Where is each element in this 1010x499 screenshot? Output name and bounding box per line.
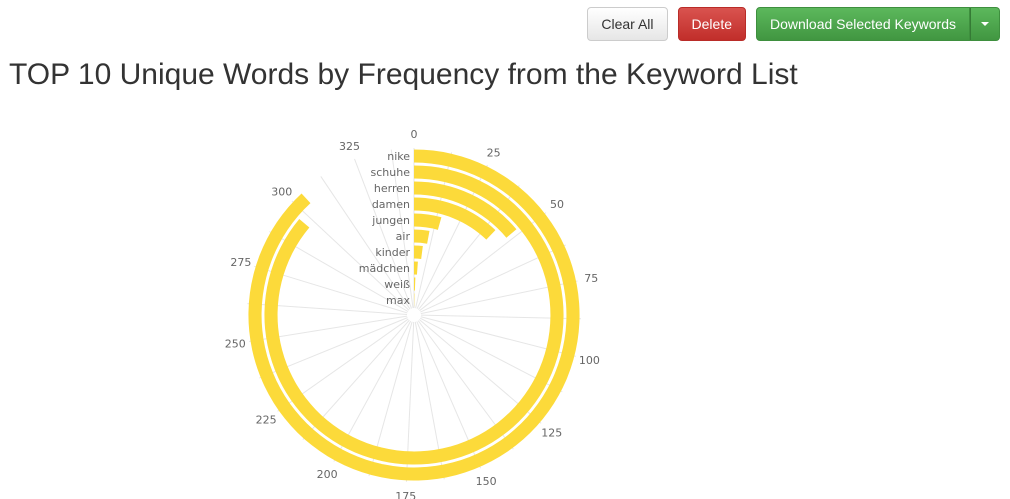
angular-tick-labels: 0 25 50 75 100 125 150 175 200 225 250 275 300 325 <box>225 128 600 499</box>
tick-label: 300 <box>271 185 292 198</box>
tick-label: 50 <box>550 198 564 211</box>
page-title: TOP 10 Unique Words by Frequency from th… <box>9 58 798 91</box>
download-dropdown-toggle[interactable] <box>970 7 1000 41</box>
category-label: schuhe <box>371 166 411 179</box>
toolbar: Clear All Delete Download Selected Keywo… <box>587 7 1000 41</box>
tick-label: 100 <box>579 354 600 367</box>
category-label: kinder <box>375 246 410 259</box>
bar-air[interactable] <box>414 229 430 244</box>
category-label: max <box>386 294 410 307</box>
download-button-group: Download Selected Keywords <box>756 7 1000 41</box>
clear-all-button[interactable]: Clear All <box>587 7 668 41</box>
category-label: mädchen <box>359 262 410 275</box>
tick-label: 75 <box>584 272 598 285</box>
tick-label: 25 <box>487 146 501 159</box>
bar-mädchen[interactable] <box>414 261 418 275</box>
category-label: nike <box>387 150 410 163</box>
grid-spoke <box>354 158 412 309</box>
category-label: weiß <box>384 278 410 291</box>
tick-label: 325 <box>339 140 360 153</box>
category-label: herren <box>374 182 410 195</box>
tick-label: 0 <box>411 128 418 141</box>
category-label: air <box>396 230 411 243</box>
category-label: jungen <box>371 214 410 227</box>
delete-button[interactable]: Delete <box>677 7 746 41</box>
tick-label: 125 <box>541 426 562 439</box>
tick-label: 225 <box>256 413 277 426</box>
category-labels: nike schuhe herren damen jungen air kinder mädc… <box>359 150 411 307</box>
grid-spoke <box>320 176 411 310</box>
download-selected-keywords-button[interactable]: Download Selected Keywords <box>756 7 970 41</box>
bar-herren[interactable] <box>414 181 517 238</box>
tick-label: 275 <box>230 256 251 269</box>
tick-label: 200 <box>317 468 338 481</box>
tick-label: 150 <box>476 475 497 488</box>
chart-bars <box>248 149 580 481</box>
grid-spoke <box>390 149 414 309</box>
tick-label: 175 <box>395 490 416 499</box>
bar-kinder[interactable] <box>414 245 423 260</box>
tick-label: 250 <box>225 338 246 351</box>
bar-weiß[interactable] <box>414 277 416 291</box>
polar-bar-chart: nike schuhe herren damen jungen air kinder mädc… <box>225 128 600 499</box>
category-label: damen <box>372 198 410 211</box>
grid-spoke <box>291 200 410 311</box>
bar-jungen[interactable] <box>414 213 442 230</box>
caret-down-icon <box>981 22 989 26</box>
bar-damen[interactable] <box>414 197 496 240</box>
